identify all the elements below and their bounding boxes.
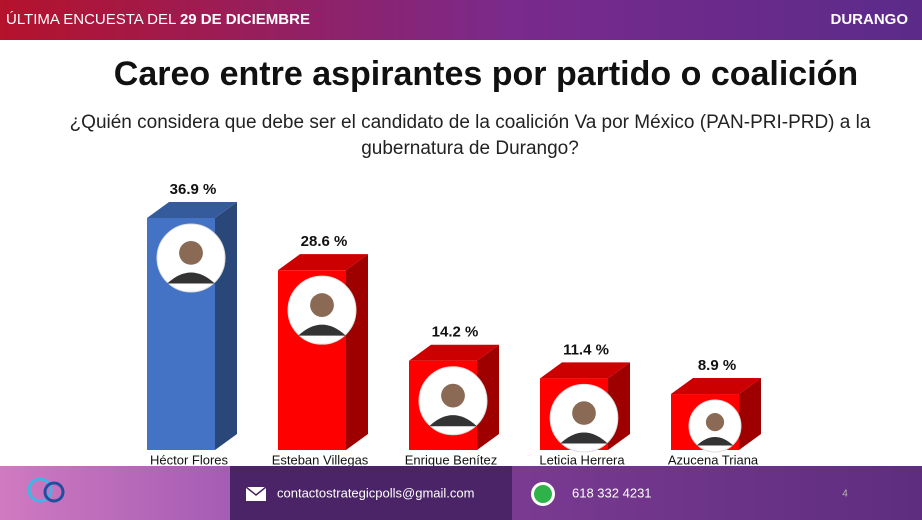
bar-side xyxy=(477,344,499,450)
subtitle-box: ¿Quién considera que debe ser el candida… xyxy=(69,112,871,159)
bar-top xyxy=(278,254,368,271)
value-label: 14.2 % xyxy=(432,324,479,341)
portrait-body xyxy=(298,324,346,336)
portrait-head xyxy=(441,383,465,408)
category-label: Enrique Benítez xyxy=(405,452,498,467)
category-label: Héctor Flores xyxy=(150,452,229,467)
portrait-body xyxy=(560,432,608,444)
bar-top xyxy=(147,202,237,218)
portrait-body xyxy=(429,415,477,427)
bar-top xyxy=(671,378,761,395)
mail-icon-flap xyxy=(245,486,267,496)
header-lead: ÚLTIMA ENCUESTA DEL xyxy=(6,11,176,28)
value-label: 8.9 % xyxy=(698,357,736,374)
header-bar xyxy=(0,0,922,40)
header-date: 29 DE DICIEMBRE xyxy=(180,11,310,28)
footer-left xyxy=(0,466,230,520)
footer-mid xyxy=(230,466,512,520)
chart-subtitle: ¿Quién considera que debe ser el candida… xyxy=(69,112,871,159)
bar-top xyxy=(409,344,499,361)
page-number: 4 xyxy=(842,489,848,500)
value-label: 11.4 % xyxy=(563,341,609,358)
category-label: Azucena Triana xyxy=(668,452,759,467)
value-label: 28.6 % xyxy=(301,233,348,250)
portrait-head xyxy=(705,413,725,432)
footer-phone: 618 332 4231 xyxy=(572,485,652,500)
portrait-head xyxy=(310,293,334,317)
bar-side xyxy=(739,378,761,450)
portrait-head xyxy=(179,241,203,265)
category-label: Leticia Herrera xyxy=(539,452,625,467)
whatsapp-icon-inner xyxy=(534,485,552,503)
footer-right xyxy=(512,466,922,520)
logo xyxy=(27,477,65,503)
plot: 36.9 % Héctor Flores 28.6 % Esteban Villega… xyxy=(147,181,761,467)
header-region: DURANGO xyxy=(831,11,909,28)
bar-side xyxy=(346,254,368,450)
header-text: ÚLTIMA ENCUESTA DEL 29 DE DICIEMBRE xyxy=(6,11,310,28)
portrait-body xyxy=(167,272,215,284)
footer-email: contactostrategicpolls@gmail.com xyxy=(277,485,474,500)
value-label: 36.9 % xyxy=(170,181,217,198)
category-label: Esteban Villegas xyxy=(272,452,369,467)
chart-title: Careo entre aspirantes por partido o coa… xyxy=(114,55,858,93)
portrait-head xyxy=(572,401,596,425)
bar-top xyxy=(540,362,630,379)
portrait-body xyxy=(696,437,734,446)
